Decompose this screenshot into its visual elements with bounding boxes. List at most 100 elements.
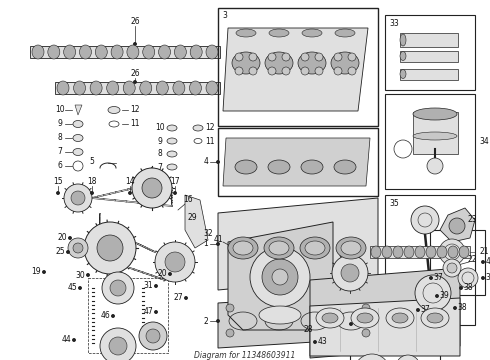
Circle shape bbox=[169, 273, 171, 275]
Text: 21: 21 bbox=[479, 248, 489, 256]
Ellipse shape bbox=[190, 45, 202, 59]
Circle shape bbox=[154, 284, 157, 288]
Polygon shape bbox=[185, 195, 208, 248]
Ellipse shape bbox=[400, 69, 406, 78]
Circle shape bbox=[349, 323, 352, 325]
Circle shape bbox=[354, 354, 390, 360]
Bar bbox=[400, 69, 458, 80]
Text: 20: 20 bbox=[157, 270, 167, 279]
Ellipse shape bbox=[335, 29, 355, 37]
Circle shape bbox=[282, 67, 290, 75]
Circle shape bbox=[458, 268, 478, 288]
Circle shape bbox=[217, 243, 220, 246]
Ellipse shape bbox=[235, 160, 257, 174]
Text: 16: 16 bbox=[183, 195, 193, 204]
Ellipse shape bbox=[415, 246, 425, 258]
Ellipse shape bbox=[74, 81, 86, 95]
Text: 40: 40 bbox=[485, 257, 490, 266]
Polygon shape bbox=[310, 268, 460, 358]
Circle shape bbox=[249, 53, 257, 61]
Circle shape bbox=[443, 259, 461, 277]
Text: Diagram for 11348603911: Diagram for 11348603911 bbox=[195, 351, 295, 360]
Ellipse shape bbox=[233, 241, 253, 255]
Ellipse shape bbox=[341, 241, 361, 255]
Ellipse shape bbox=[174, 45, 186, 59]
Ellipse shape bbox=[143, 45, 155, 59]
Ellipse shape bbox=[393, 246, 403, 258]
Ellipse shape bbox=[167, 151, 177, 157]
Ellipse shape bbox=[193, 125, 203, 131]
Ellipse shape bbox=[111, 45, 123, 59]
Circle shape bbox=[226, 304, 234, 312]
Circle shape bbox=[268, 53, 276, 61]
Ellipse shape bbox=[108, 107, 120, 113]
Text: 5: 5 bbox=[90, 158, 95, 166]
Circle shape bbox=[362, 304, 370, 312]
Text: 29: 29 bbox=[187, 213, 197, 222]
Circle shape bbox=[334, 67, 342, 75]
Ellipse shape bbox=[351, 308, 379, 328]
Text: 12: 12 bbox=[205, 123, 215, 132]
Text: 18: 18 bbox=[87, 177, 97, 186]
Ellipse shape bbox=[264, 237, 294, 259]
Text: 4: 4 bbox=[203, 158, 208, 166]
Text: 28: 28 bbox=[303, 325, 313, 334]
Circle shape bbox=[334, 53, 342, 61]
Text: 36: 36 bbox=[489, 256, 490, 265]
Ellipse shape bbox=[32, 45, 44, 59]
Ellipse shape bbox=[301, 160, 323, 174]
Circle shape bbox=[396, 355, 420, 360]
Circle shape bbox=[68, 238, 88, 258]
Ellipse shape bbox=[123, 81, 135, 95]
Circle shape bbox=[250, 247, 310, 307]
Circle shape bbox=[110, 280, 126, 296]
Polygon shape bbox=[223, 28, 368, 111]
Circle shape bbox=[235, 53, 243, 61]
Polygon shape bbox=[310, 298, 460, 356]
Text: 1: 1 bbox=[204, 239, 208, 248]
Text: 11: 11 bbox=[130, 120, 140, 129]
Text: 17: 17 bbox=[170, 177, 180, 186]
Circle shape bbox=[348, 67, 356, 75]
Circle shape bbox=[100, 328, 136, 360]
Bar bbox=[400, 51, 458, 62]
Polygon shape bbox=[228, 222, 333, 330]
Text: 11: 11 bbox=[205, 136, 215, 145]
Text: 7: 7 bbox=[57, 148, 62, 157]
Ellipse shape bbox=[73, 121, 83, 127]
Bar bbox=[430, 230, 485, 295]
Circle shape bbox=[102, 272, 134, 304]
Circle shape bbox=[348, 53, 356, 61]
Circle shape bbox=[155, 242, 195, 282]
Circle shape bbox=[460, 287, 463, 289]
Text: 10: 10 bbox=[55, 105, 65, 114]
Ellipse shape bbox=[236, 29, 256, 37]
Text: 3: 3 bbox=[222, 10, 227, 19]
Ellipse shape bbox=[459, 246, 469, 258]
Circle shape bbox=[165, 252, 185, 272]
Circle shape bbox=[73, 243, 83, 253]
Ellipse shape bbox=[265, 52, 293, 74]
Circle shape bbox=[416, 309, 419, 311]
Ellipse shape bbox=[95, 45, 107, 59]
Circle shape bbox=[282, 53, 290, 61]
Ellipse shape bbox=[357, 313, 373, 323]
Text: 26: 26 bbox=[130, 69, 140, 78]
Circle shape bbox=[362, 329, 370, 337]
Circle shape bbox=[173, 192, 176, 194]
Circle shape bbox=[235, 67, 243, 75]
Circle shape bbox=[154, 310, 157, 314]
Circle shape bbox=[482, 276, 485, 279]
Circle shape bbox=[415, 275, 451, 311]
Text: 22: 22 bbox=[467, 256, 477, 265]
Ellipse shape bbox=[268, 160, 290, 174]
Polygon shape bbox=[223, 138, 370, 186]
Ellipse shape bbox=[382, 246, 392, 258]
Circle shape bbox=[146, 329, 160, 343]
Ellipse shape bbox=[190, 81, 201, 95]
Ellipse shape bbox=[413, 132, 457, 140]
Ellipse shape bbox=[57, 81, 69, 95]
Ellipse shape bbox=[48, 45, 60, 59]
Ellipse shape bbox=[448, 246, 458, 258]
Circle shape bbox=[301, 53, 309, 61]
